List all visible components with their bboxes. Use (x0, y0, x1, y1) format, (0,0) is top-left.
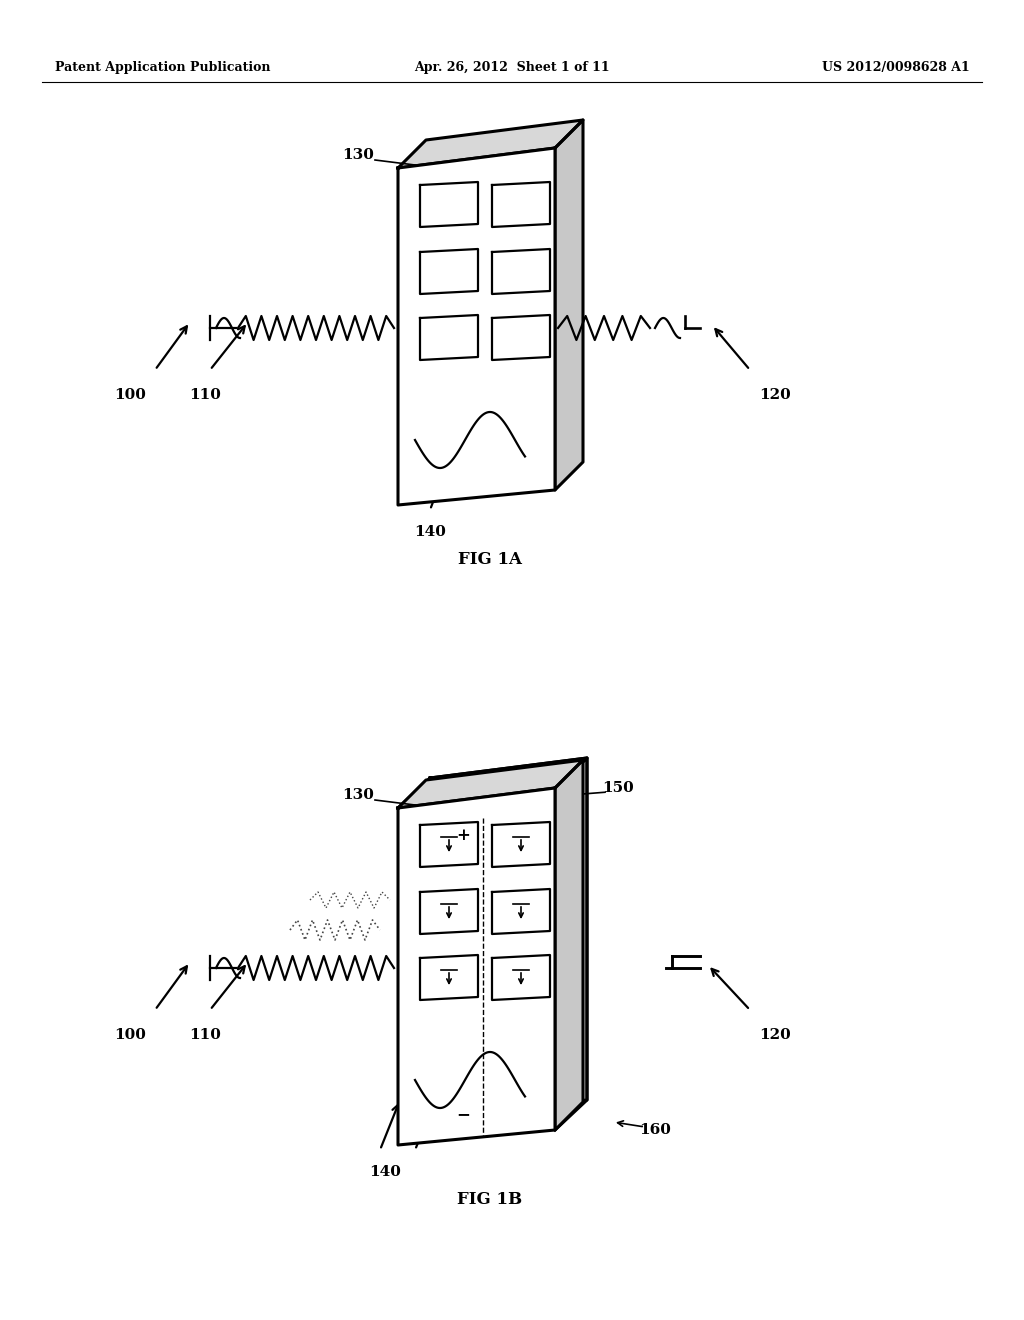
Polygon shape (420, 182, 478, 227)
Polygon shape (398, 758, 587, 808)
Text: 130: 130 (342, 788, 374, 803)
Text: 110: 110 (189, 388, 221, 403)
Text: 140: 140 (369, 1166, 401, 1179)
Text: 110: 110 (189, 1028, 221, 1041)
Polygon shape (420, 954, 478, 1001)
Polygon shape (420, 822, 478, 867)
Polygon shape (430, 758, 587, 1115)
Text: 120: 120 (759, 1028, 791, 1041)
Text: 150: 150 (602, 781, 634, 795)
Polygon shape (420, 249, 478, 294)
Polygon shape (492, 888, 550, 935)
Text: 120: 120 (759, 388, 791, 403)
Polygon shape (420, 888, 478, 935)
Text: FIG 1B: FIG 1B (458, 1192, 522, 1209)
Text: Patent Application Publication: Patent Application Publication (55, 62, 270, 74)
Polygon shape (555, 760, 583, 1130)
Polygon shape (492, 822, 550, 867)
Polygon shape (555, 758, 587, 1130)
Polygon shape (492, 954, 550, 1001)
Polygon shape (555, 120, 583, 490)
Polygon shape (398, 148, 555, 506)
Text: 100: 100 (114, 388, 146, 403)
Polygon shape (398, 788, 555, 1144)
Text: +: + (456, 828, 470, 845)
Text: 100: 100 (114, 1028, 146, 1041)
Text: US 2012/0098628 A1: US 2012/0098628 A1 (822, 62, 970, 74)
Polygon shape (492, 182, 550, 227)
Polygon shape (398, 120, 583, 168)
Polygon shape (398, 760, 583, 808)
Text: 130: 130 (342, 148, 374, 162)
Text: Apr. 26, 2012  Sheet 1 of 11: Apr. 26, 2012 Sheet 1 of 11 (414, 62, 610, 74)
Text: 140: 140 (414, 525, 445, 539)
Text: 160: 160 (639, 1123, 671, 1137)
Text: −: − (456, 1106, 470, 1123)
Polygon shape (492, 249, 550, 294)
Text: FIG 1A: FIG 1A (458, 552, 522, 569)
Polygon shape (420, 315, 478, 360)
Polygon shape (492, 315, 550, 360)
